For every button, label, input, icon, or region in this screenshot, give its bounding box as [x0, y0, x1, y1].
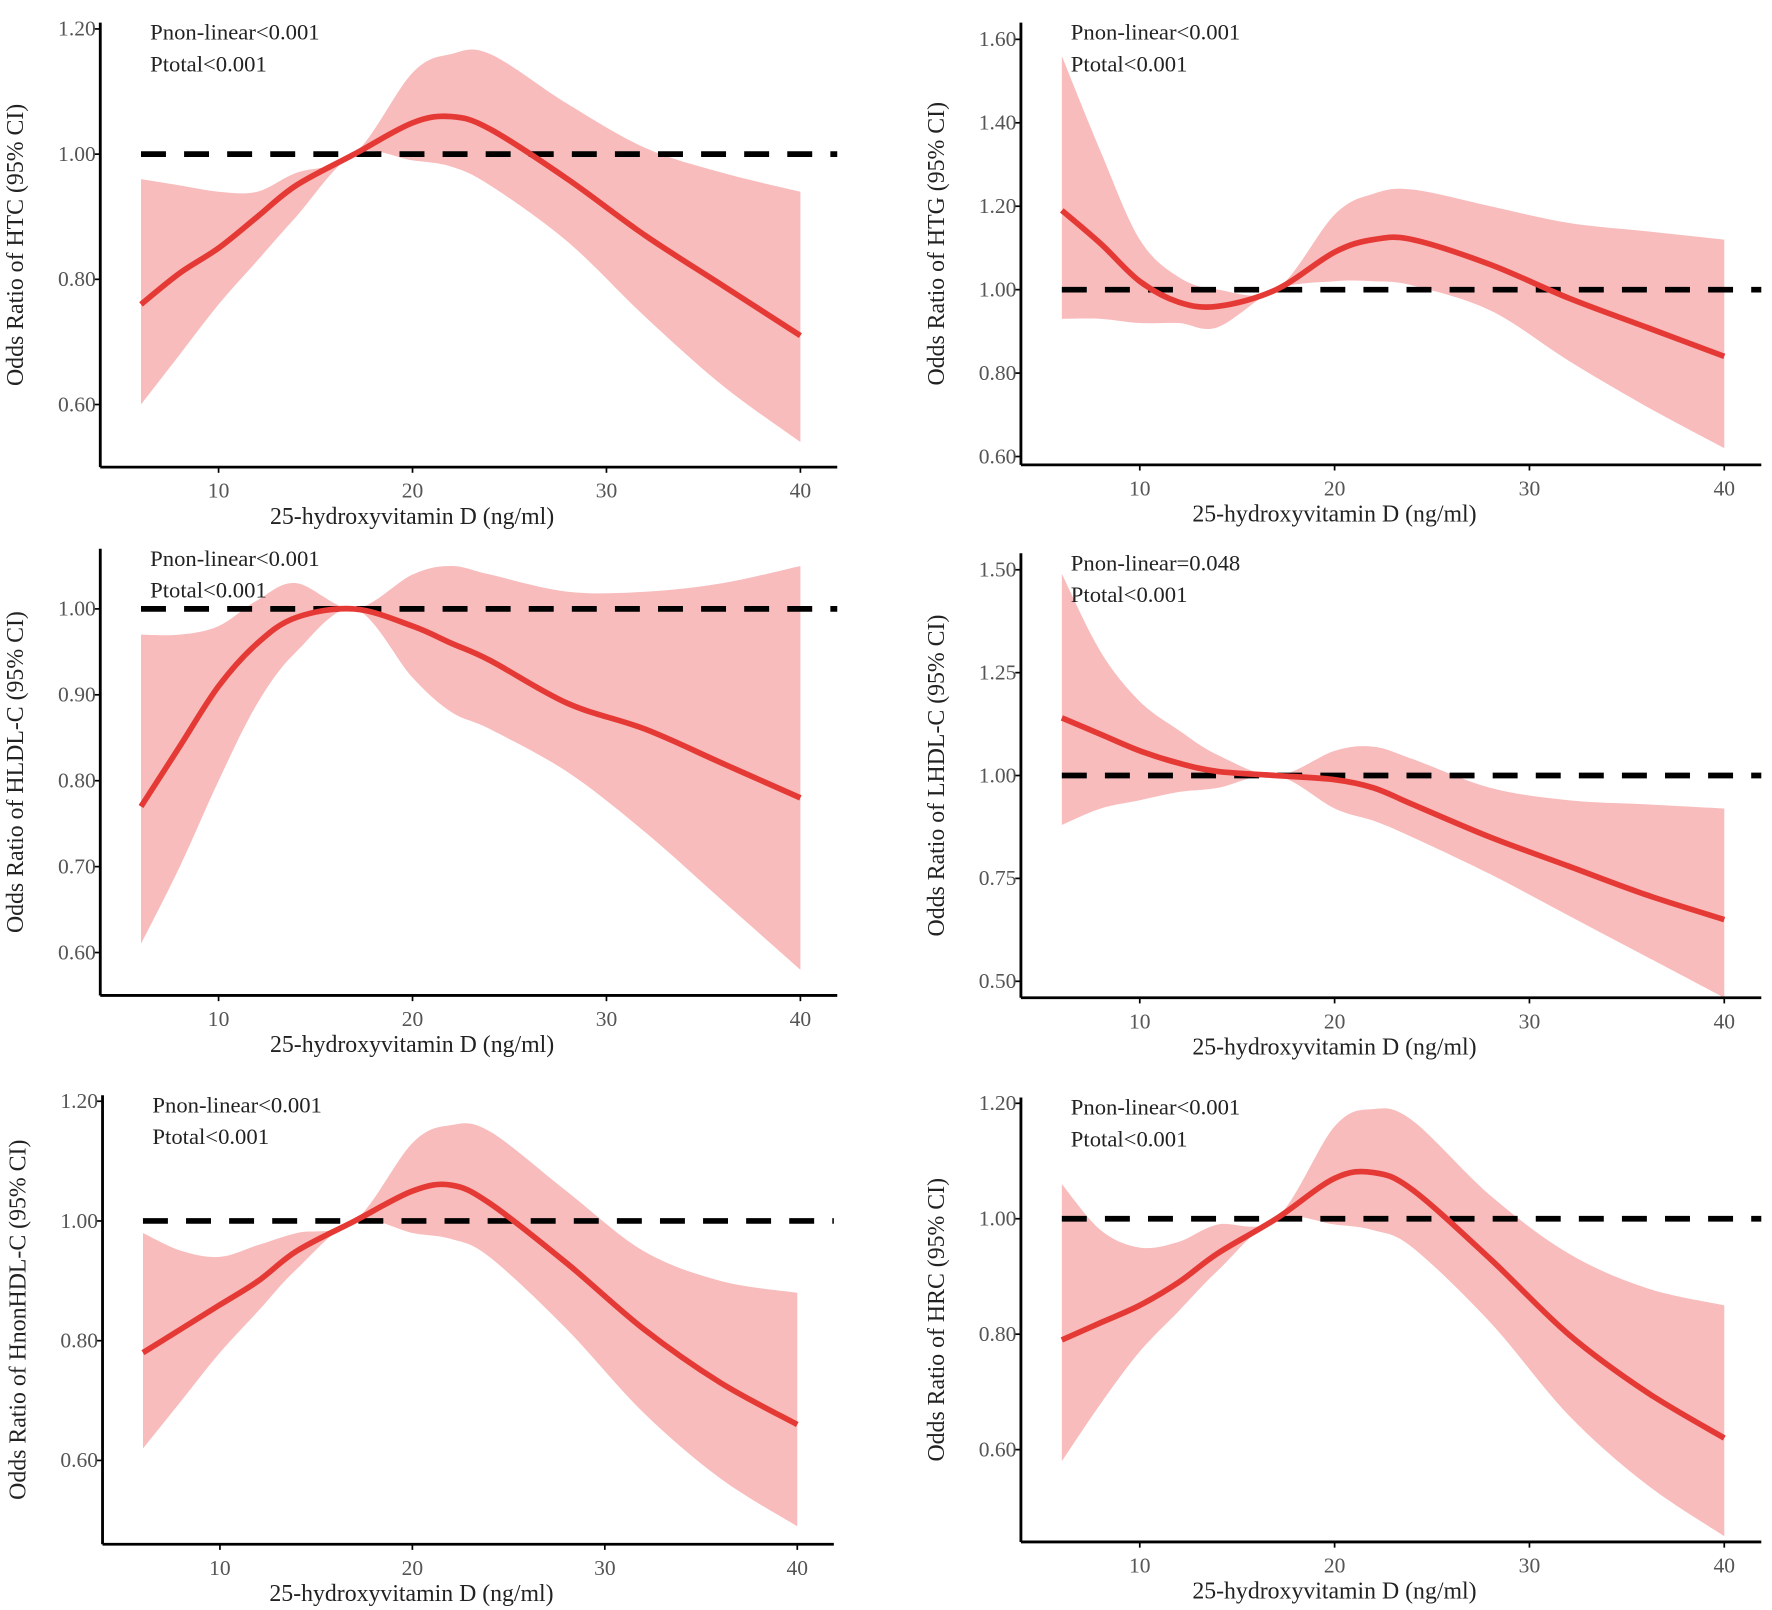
y-tick-label: 0.80	[60, 1329, 98, 1353]
y-axis-title: Odds Ratio of HTG (95% CI)	[924, 102, 950, 386]
panel: 0.60 0.80 1.00 1.20 1.40 1.60 10 20 30 40 25-hydro…	[924, 20, 1762, 528]
y-tick-label: 0.60	[979, 1437, 1017, 1461]
or-curve	[139, 113, 802, 339]
x-axis-title: 25-hydroxyvitamin D (ng/ml)	[270, 1032, 554, 1058]
ci-band	[1061, 573, 1725, 998]
y-tick-label: 1.25	[979, 660, 1017, 684]
y-tick-label: 0.80	[979, 361, 1017, 385]
y-tick-label: 0.90	[58, 683, 96, 707]
x-tick-label: 20	[1324, 1009, 1346, 1033]
p-value-annotation: Ptotal<0.001	[150, 578, 267, 603]
y-tick-label: 1.60	[979, 27, 1017, 51]
x-tick-label: 30	[1519, 476, 1541, 500]
x-tick-label: 20	[402, 1007, 424, 1031]
panel: 0.60 0.80 1.00 1.20 10 20 30 40 25-hydroxyvitami…	[3, 17, 838, 530]
p-value-annotation: Pnon-linear<0.001	[150, 546, 319, 571]
p-value-annotation: Ptotal<0.001	[152, 1124, 269, 1149]
x-tick-label: 10	[209, 1556, 231, 1580]
y-tick-label: 1.00	[979, 763, 1017, 787]
p-value-annotation: Pnon-linear<0.001	[1071, 1095, 1240, 1120]
y-tick-label: 1.00	[58, 142, 96, 166]
p-value-annotation: Ptotal<0.001	[150, 51, 267, 76]
y-axis-title: Odds Ratio of HRC (95% CI)	[924, 1178, 950, 1462]
y-axis-title: Odds Ratio of HLDL-C (95% CI)	[3, 611, 29, 933]
x-tick-label: 40	[790, 479, 812, 503]
y-tick-label: 0.60	[58, 940, 96, 964]
x-tick-label: 10	[1129, 476, 1151, 500]
x-tick-label: 30	[1519, 1554, 1541, 1578]
panel: 0.60 0.80 1.00 1.20 10 20 30 40 25-hydroxyvitami…	[5, 1089, 834, 1607]
y-tick-label: 0.60	[979, 444, 1017, 468]
x-tick-label: 20	[1324, 1554, 1346, 1578]
or-curve	[1059, 208, 1726, 360]
ci-band	[142, 1123, 798, 1527]
y-tick-label: 1.40	[979, 111, 1017, 135]
p-value-annotation: Ptotal<0.001	[1071, 1126, 1188, 1151]
p-value-annotation: Pnon-linear=0.048	[1071, 550, 1240, 575]
y-tick-label: 0.60	[58, 392, 96, 416]
p-value-annotation: Pnon-linear<0.001	[1071, 20, 1240, 45]
y-tick-label: 1.50	[979, 558, 1017, 582]
or-curve	[138, 605, 802, 809]
x-tick-label: 10	[1129, 1554, 1151, 1578]
x-axis-title: 25-hydroxyvitamin D (ng/ml)	[1192, 1034, 1476, 1060]
or-curve	[141, 1181, 799, 1427]
x-tick-label: 40	[790, 1007, 812, 1031]
ci-band	[1061, 1108, 1725, 1537]
y-tick-label: 1.20	[58, 17, 96, 41]
y-tick-label: 0.80	[58, 769, 96, 793]
ci-band	[1061, 56, 1725, 449]
p-value-annotation: Ptotal<0.001	[1071, 582, 1188, 607]
y-tick-label: 1.00	[979, 277, 1017, 301]
p-value-annotation: Ptotal<0.001	[1071, 51, 1188, 76]
x-axis-title: 25-hydroxyvitamin D (ng/ml)	[270, 504, 554, 530]
y-tick-label: 0.75	[979, 866, 1017, 890]
x-axis-title: 25-hydroxyvitamin D (ng/ml)	[1192, 1579, 1476, 1605]
x-tick-label: 20	[402, 1556, 424, 1580]
x-axis-title: 25-hydroxyvitamin D (ng/ml)	[1192, 502, 1476, 528]
y-tick-label: 1.00	[60, 1209, 98, 1233]
panel: 0.50 0.75 1.00 1.25 1.50 10 20 30 40 25-hydroxyvi…	[924, 550, 1762, 1060]
x-tick-label: 30	[594, 1556, 616, 1580]
ci-band	[141, 49, 801, 443]
y-tick-label: 1.20	[979, 194, 1017, 218]
x-axis-title: 25-hydroxyvitamin D (ng/ml)	[269, 1581, 553, 1607]
y-tick-label: 0.60	[60, 1448, 98, 1472]
y-tick-label: 1.00	[979, 1207, 1017, 1231]
x-tick-label: 10	[1129, 1009, 1151, 1033]
x-tick-label: 20	[402, 479, 424, 503]
or-curve	[1060, 715, 1726, 923]
x-tick-label: 40	[1714, 1554, 1736, 1578]
x-tick-label: 30	[596, 1007, 618, 1031]
x-tick-label: 40	[1714, 1009, 1736, 1033]
x-tick-label: 30	[596, 479, 618, 503]
y-tick-label: 1.20	[60, 1089, 98, 1113]
panel: 0.60 0.80 1.00 1.20 10 20 30 40 25-hydroxyvitami…	[924, 1091, 1762, 1605]
x-tick-label: 20	[1324, 476, 1346, 500]
x-tick-label: 10	[208, 479, 230, 503]
y-tick-label: 1.20	[979, 1091, 1017, 1115]
ci-band	[141, 565, 801, 970]
y-tick-label: 0.50	[979, 969, 1017, 993]
x-tick-label: 40	[787, 1556, 809, 1580]
y-axis-title: Odds Ratio of HnonHDL-C (95% CI)	[5, 1140, 31, 1500]
y-tick-label: 1.00	[58, 597, 96, 621]
x-tick-label: 40	[1714, 476, 1736, 500]
y-tick-label: 0.80	[58, 267, 96, 291]
p-value-annotation: Pnon-linear<0.001	[152, 1092, 321, 1117]
y-tick-label: 0.80	[979, 1322, 1017, 1346]
y-axis-title: Odds Ratio of LHDL-C (95% CI)	[924, 615, 950, 937]
x-tick-label: 30	[1519, 1009, 1541, 1033]
panel: 0.60 0.70 0.80 0.90 1.00 10 20 30 40 25-hydroxyvi…	[3, 546, 838, 1058]
y-tick-label: 0.70	[58, 854, 96, 878]
x-tick-label: 10	[208, 1007, 230, 1031]
y-axis-title: Odds Ratio of HTC (95% CI)	[3, 104, 29, 386]
p-value-annotation: Pnon-linear<0.001	[150, 20, 319, 45]
or-curve	[1060, 1168, 1726, 1441]
